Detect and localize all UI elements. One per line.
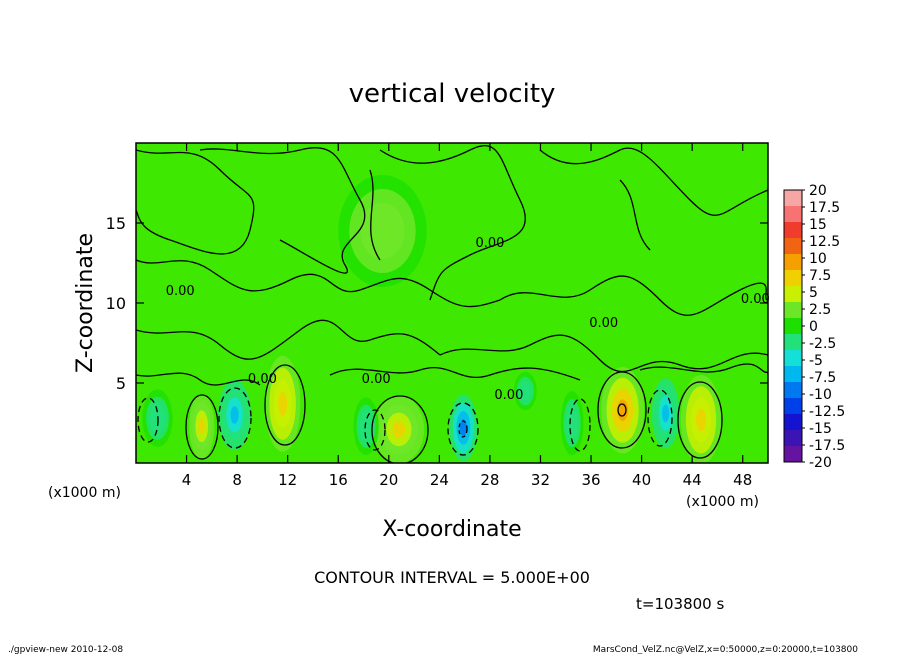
field-cell-ring — [695, 408, 707, 431]
x-tick-label: 12 — [278, 471, 297, 489]
colorbar-label: -17.5 — [809, 438, 845, 454]
x-tick-label: 4 — [182, 471, 192, 489]
field-cell-ring — [230, 406, 239, 424]
colorbar-label: 10 — [809, 251, 827, 267]
x-tick-label: 44 — [683, 471, 702, 489]
field-cell-ring — [278, 391, 288, 416]
chart-title: vertical velocity — [349, 79, 556, 109]
field-cell-9 — [560, 391, 584, 455]
colorbar-swatch — [784, 254, 802, 270]
contour-label: 0.00 — [494, 388, 523, 403]
field-cell-6 — [651, 378, 680, 449]
field-cell-0 — [189, 394, 215, 459]
colorbar-swatch — [784, 222, 802, 238]
field-cell-ring — [362, 419, 370, 434]
field-cell-2 — [264, 355, 301, 452]
plot-area: 0.00 0.00 0.00 0.00 0.00 0.00 0.00 — [135, 142, 770, 464]
colorbar-swatch — [784, 446, 802, 462]
colorbar-label: -15 — [809, 421, 832, 437]
colorbar-swatch — [784, 398, 802, 414]
x-axis: 4 8 12 16 20 24 28 32 36 40 44 48 — [182, 143, 752, 489]
colorbar-swatch — [784, 302, 802, 318]
field-cell-ring — [392, 421, 406, 438]
x-tick-label: 16 — [329, 471, 348, 489]
field-cell-12 — [338, 175, 427, 287]
colorbar-label: -10 — [809, 387, 832, 403]
contour-label: 0.00 — [166, 284, 195, 299]
colorbar-label: 20 — [809, 183, 827, 199]
colorbar-label: -20 — [809, 455, 832, 471]
field-cell-4 — [449, 394, 478, 462]
cell-contours — [137, 364, 723, 463]
field-cell-7 — [680, 375, 722, 463]
y-axis: 5 10 15 — [106, 214, 768, 393]
field-cells — [142, 175, 722, 463]
field-cell-ring — [459, 419, 467, 437]
colorbar-swatch — [784, 382, 802, 398]
colorbar-swatch — [784, 414, 802, 430]
footer-right: MarsCond_VelZ.nc@VelZ,x=0:50000,z=0:2000… — [593, 645, 858, 654]
time-text: t=103800 s — [636, 595, 724, 613]
colorbar-label: -7.5 — [809, 370, 836, 386]
y-tick-label: 10 — [106, 294, 126, 313]
y-tick-label: 15 — [106, 214, 126, 233]
colorbar-swatch — [784, 190, 802, 206]
field-cell-11 — [513, 371, 537, 411]
x-unit-right: (x1000 m) — [686, 494, 759, 510]
colorbar-label: 0 — [809, 319, 818, 335]
colorbar-swatch — [784, 334, 802, 350]
zero-contours — [136, 144, 768, 386]
field-cell-10 — [353, 397, 379, 456]
colorbar-swatch — [784, 238, 802, 254]
colorbar-swatch — [784, 318, 802, 334]
x-tick-label: 24 — [430, 471, 449, 489]
contour-label: 0.00 — [248, 372, 277, 387]
colorbar-label: -5 — [809, 353, 823, 369]
field-cell-ring — [198, 418, 205, 435]
x-tick-label: 28 — [480, 471, 499, 489]
colorbar-label: 2.5 — [809, 302, 831, 318]
contour-label: 0.00 — [362, 372, 391, 387]
y-tick-label: 5 — [116, 374, 126, 393]
field-cell-3 — [373, 395, 425, 463]
colorbar-label: 17.5 — [809, 200, 840, 216]
x-tick-label: 20 — [379, 471, 398, 489]
x-tick-label: 48 — [733, 471, 752, 489]
colorbar-label: 5 — [809, 285, 818, 301]
x-tick-label: 40 — [632, 471, 651, 489]
colorbar-swatch — [784, 366, 802, 382]
colorbar-swatch — [784, 350, 802, 366]
contour-label: 0.00 — [475, 236, 504, 251]
contour-labels: 0.00 0.00 0.00 0.00 0.00 0.00 0.00 — [166, 236, 770, 403]
colorbar-swatch — [784, 286, 802, 302]
contour-interval-text: CONTOUR INTERVAL = 5.000E+00 — [314, 568, 590, 587]
y-axis-label: Z-coordinate — [73, 233, 98, 373]
x-tick-label: 8 — [232, 471, 242, 489]
colorbar-label: 12.5 — [809, 234, 840, 250]
colorbar-label: -12.5 — [809, 404, 845, 420]
colorbar-swatch — [784, 206, 802, 222]
colorbar-swatch — [784, 430, 802, 446]
colorbar-label: -2.5 — [809, 336, 836, 352]
x-tick-label: 36 — [581, 471, 600, 489]
field-cell-5 — [601, 367, 645, 454]
contour-label: 0.00 — [589, 316, 618, 331]
colorbar-label: 7.5 — [809, 268, 831, 284]
footer-left: ./gpview-new 2010-12-08 — [8, 645, 123, 654]
x-axis-label: X-coordinate — [382, 517, 521, 542]
field-cell-ring — [662, 404, 670, 423]
colorbar-label: 15 — [809, 217, 827, 233]
colorbar-swatch — [784, 270, 802, 286]
contour-label: 0.00 — [741, 292, 770, 307]
field-cell-ring — [371, 217, 394, 245]
x-tick-label: 32 — [531, 471, 550, 489]
field-cell-1 — [218, 379, 252, 451]
field-cell-ring — [522, 386, 529, 396]
x-unit-left: (x1000 m) — [48, 485, 121, 501]
colorbar: 2017.51512.5107.552.50-2.5-5-7.5-10-12.5… — [783, 183, 845, 471]
